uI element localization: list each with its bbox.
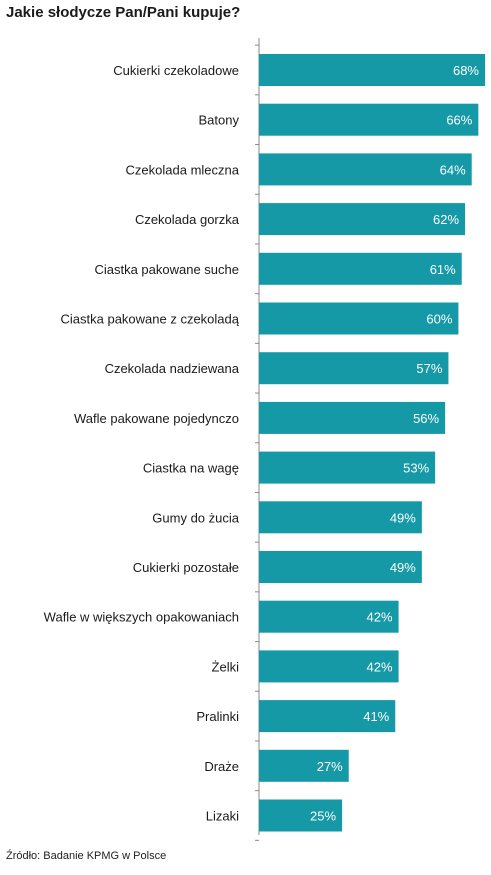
category-label: Batony bbox=[199, 113, 240, 128]
category-label: Czekolada nadziewana bbox=[105, 361, 240, 376]
category-label: Czekolada mleczna bbox=[126, 162, 240, 177]
bar bbox=[259, 451, 436, 484]
bar bbox=[259, 103, 479, 136]
category-labels: Cukierki czekoladowe Batony Czekolada mlec… bbox=[44, 63, 240, 824]
bar bbox=[259, 600, 399, 633]
source-note: Źródło: Badanie KPMG w Polsce bbox=[6, 850, 167, 862]
category-label: Cukierki czekoladowe bbox=[113, 63, 239, 78]
y-axis-ticks bbox=[255, 44, 259, 841]
bar bbox=[259, 153, 472, 186]
category-label: Cukierki pozostałe bbox=[133, 560, 239, 575]
category-label: Czekolada gorzka bbox=[135, 212, 240, 227]
bar bbox=[259, 749, 349, 782]
bar-value-label: 49% bbox=[390, 560, 416, 575]
bar-value-label: 41% bbox=[363, 709, 389, 724]
bar bbox=[259, 401, 446, 434]
category-label: Draże bbox=[204, 759, 239, 774]
bar bbox=[259, 700, 396, 733]
bars-group: 68% 66% 64% 62% 61% 60% 57% 56% 53% 49% 49% 42% 42% 4… bbox=[259, 54, 485, 832]
category-label: Wafle pakowane pojedynczo bbox=[74, 411, 239, 426]
bar bbox=[259, 501, 422, 534]
bar-value-label: 56% bbox=[413, 411, 439, 426]
category-label: Gumy do żucia bbox=[152, 510, 239, 525]
bar bbox=[259, 650, 399, 683]
category-label: Ciastka pakowane suche bbox=[94, 262, 239, 277]
bar bbox=[259, 302, 459, 335]
category-label: Ciastka pakowane z czekoladą bbox=[61, 312, 240, 327]
bar-value-label: 66% bbox=[446, 113, 472, 128]
bar-value-label: 42% bbox=[367, 610, 393, 625]
bar bbox=[259, 252, 462, 285]
category-label: Pralinki bbox=[196, 709, 239, 724]
bar-value-label: 27% bbox=[317, 759, 343, 774]
category-label: Wafle w większych opakowaniach bbox=[44, 610, 239, 625]
chart-title: Jakie słodycze Pan/Pani kupuje? bbox=[6, 4, 241, 21]
bar-value-label: 60% bbox=[426, 312, 452, 327]
bar bbox=[259, 54, 485, 86]
bar-value-label: 57% bbox=[416, 361, 442, 376]
bar bbox=[259, 203, 466, 236]
bar-value-label: 53% bbox=[403, 461, 429, 476]
bar bbox=[259, 352, 449, 385]
bar-value-label: 25% bbox=[310, 809, 336, 824]
bar-value-label: 49% bbox=[390, 510, 416, 525]
category-label: Ciastka na wagę bbox=[143, 461, 239, 476]
bar-value-label: 64% bbox=[440, 162, 466, 177]
bar bbox=[259, 551, 422, 583]
bar bbox=[259, 799, 343, 832]
category-label: Lizaki bbox=[206, 809, 239, 824]
bar-value-label: 61% bbox=[430, 262, 456, 277]
category-label: Żelki bbox=[212, 659, 240, 674]
bar-value-label: 62% bbox=[433, 212, 459, 227]
bar-value-label: 68% bbox=[453, 63, 479, 78]
bar-value-label: 42% bbox=[367, 659, 393, 674]
